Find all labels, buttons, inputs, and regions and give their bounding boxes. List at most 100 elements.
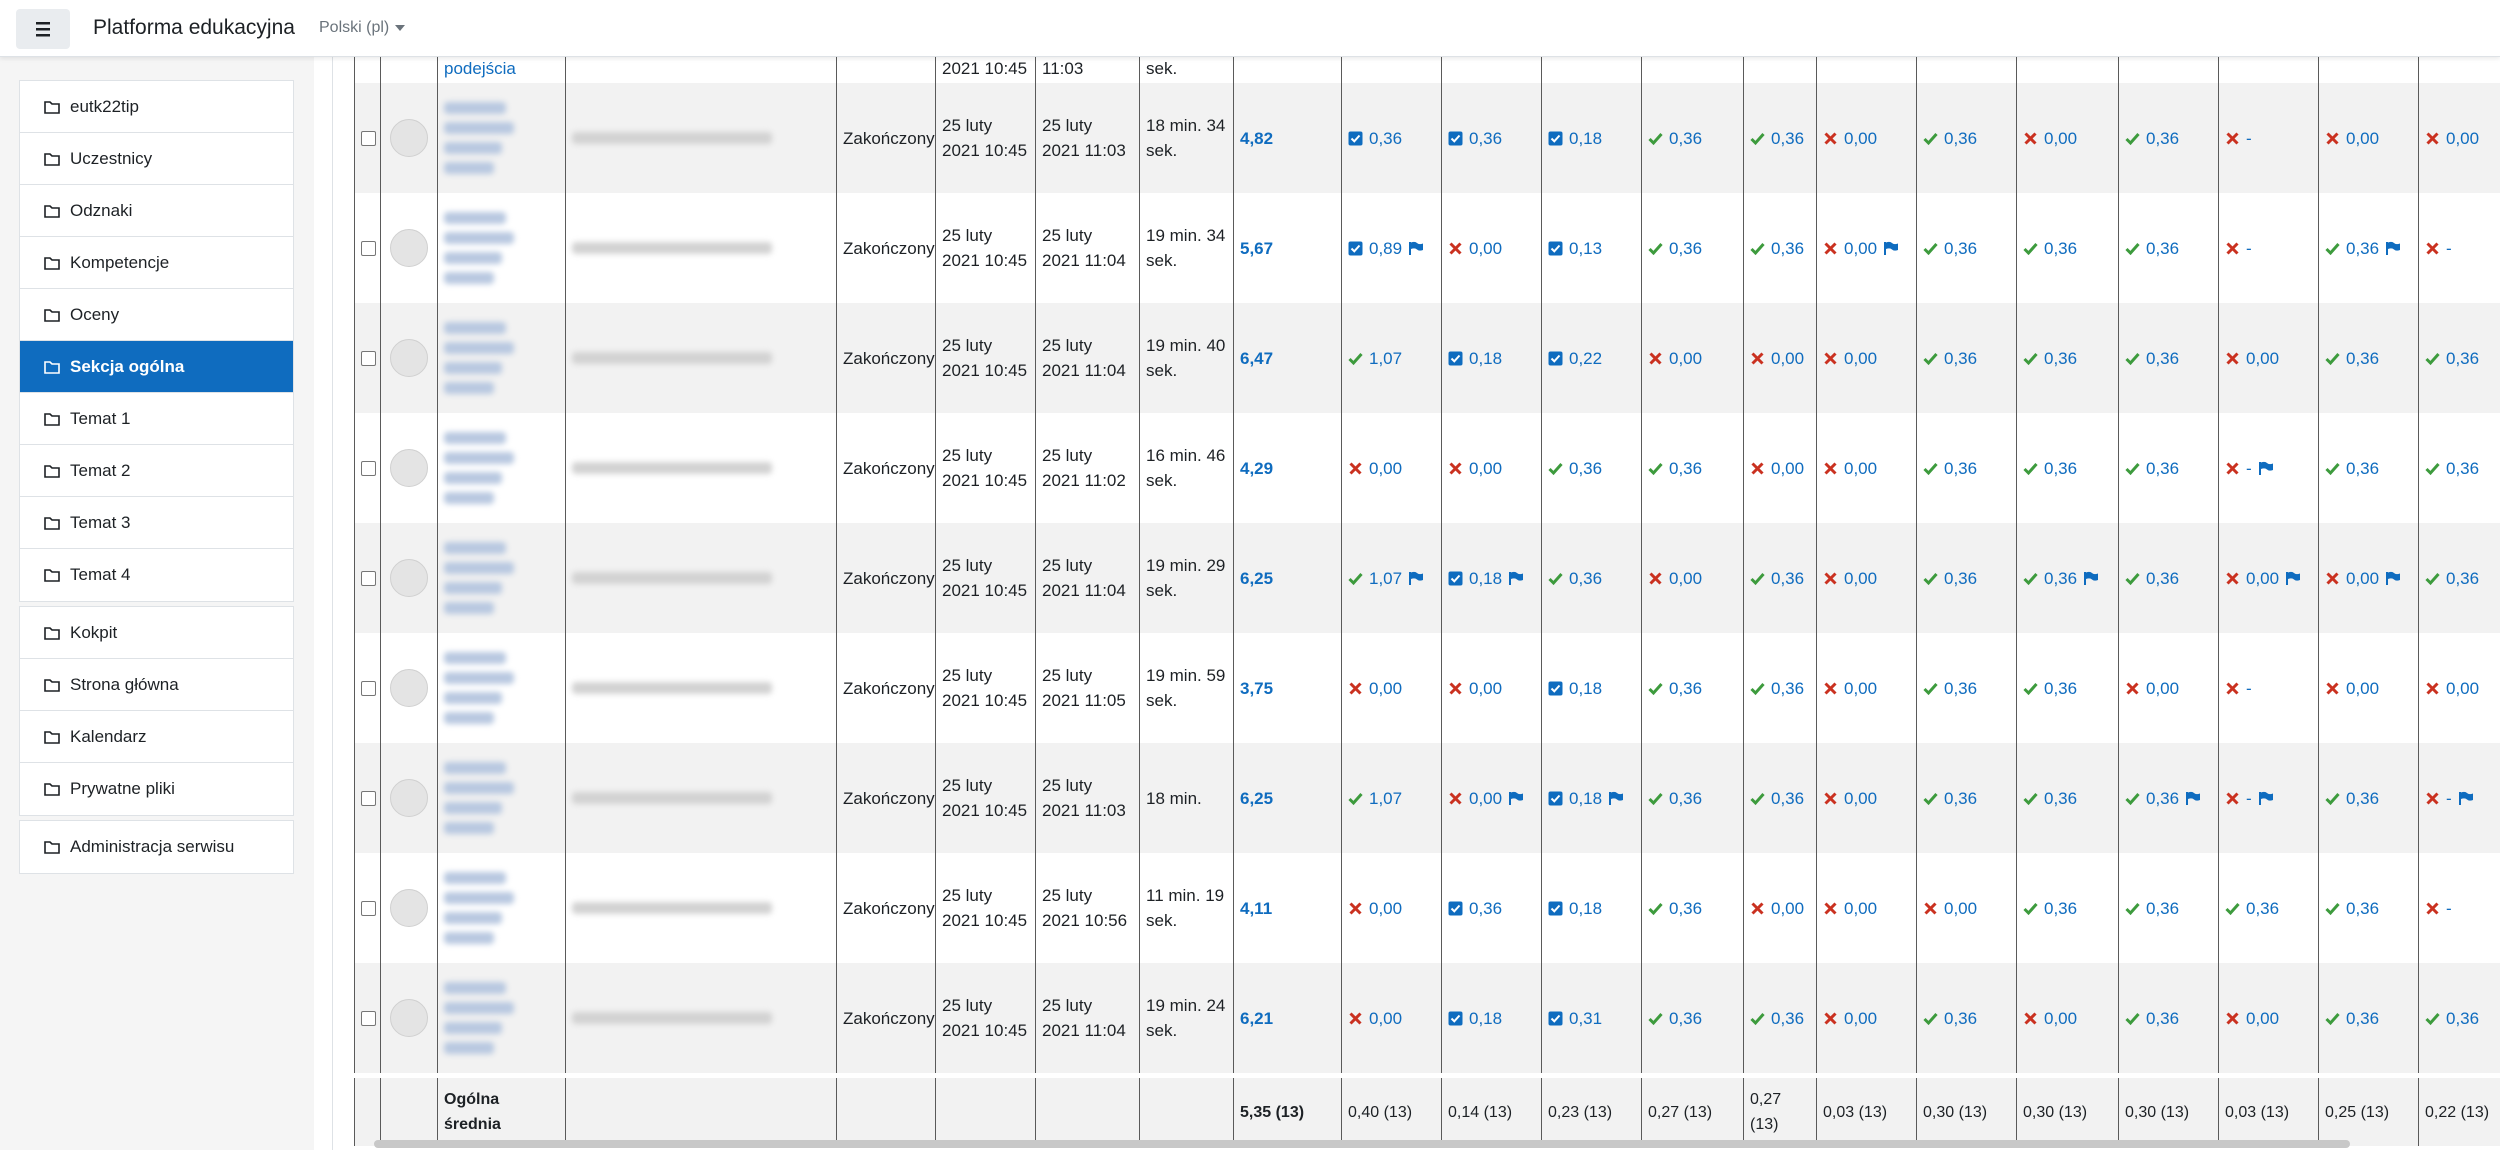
nav-item[interactable]: Temat 4 [20,549,293,601]
question-score[interactable]: 0,36 [1669,788,1703,808]
nav-item[interactable]: Temat 3 [20,497,293,549]
nav-item[interactable]: eutk22tip [20,81,293,133]
nav-item[interactable]: Kokpit [20,607,293,659]
question-score[interactable]: 0,00 [2246,1008,2280,1028]
question-score[interactable]: 0,36 [1669,1008,1703,1028]
question-score[interactable]: 0,13 [1569,238,1603,258]
question-score[interactable]: 0,36 [1771,1008,1805,1028]
scrollbar[interactable] [374,1140,2350,1148]
question-score[interactable]: 0,00 [1844,788,1878,808]
question-score[interactable]: 0,36 [2044,458,2078,478]
question-score[interactable]: 0,36 [2446,568,2480,588]
question-score[interactable]: 0,36 [1669,128,1703,148]
question-score[interactable]: 0,00 [2146,678,2180,698]
question-score[interactable]: - [2246,238,2252,258]
question-score[interactable]: 0,36 [1369,128,1403,148]
question-score[interactable]: 0,36 [2346,238,2380,258]
question-score[interactable]: 0,31 [1569,1008,1603,1028]
question-score[interactable]: 0,36 [2146,348,2180,368]
question-score[interactable]: 0,36 [1569,568,1603,588]
question-score[interactable]: 0,36 [2346,788,2380,808]
question-score[interactable]: - [2446,238,2452,258]
question-score[interactable]: 0,36 [1944,678,1978,698]
grade[interactable]: 3,75 [1240,678,1274,698]
question-score[interactable]: 0,18 [1469,348,1503,368]
question-score[interactable]: 0,36 [2146,238,2180,258]
question-score[interactable]: 0,00 [1469,458,1503,478]
question-score[interactable]: 0,18 [1469,568,1503,588]
language-menu[interactable]: Polski (pl) [319,19,406,37]
question-score[interactable]: 0,22 [1569,348,1603,368]
question-score[interactable]: 0,36 [2346,1008,2380,1028]
question-score[interactable]: 0,36 [2346,348,2380,368]
row-checkbox[interactable] [361,240,376,256]
question-score[interactable]: 0,00 [1844,678,1878,698]
question-score[interactable]: 0,00 [2044,1008,2078,1028]
question-score[interactable]: 0,36 [1944,788,1978,808]
question-score[interactable]: - [2246,128,2252,148]
question-score[interactable]: 0,00 [1844,898,1878,918]
question-score[interactable]: 0,36 [2146,568,2180,588]
question-score[interactable]: 0,00 [1369,1008,1403,1028]
question-score[interactable]: 0,00 [1469,788,1503,808]
question-score[interactable]: 0,00 [1771,348,1805,368]
question-score[interactable]: 0,36 [2146,458,2180,478]
row-checkbox[interactable] [361,130,376,146]
question-score[interactable]: 0,00 [1844,568,1878,588]
question-score[interactable]: 0,00 [1369,458,1403,478]
question-score[interactable]: - [2446,788,2452,808]
question-score[interactable]: 0,18 [1569,678,1603,698]
question-score[interactable]: 0,18 [1469,1008,1503,1028]
nav-item[interactable]: Temat 2 [20,445,293,497]
question-score[interactable]: 0,00 [1369,678,1403,698]
question-score[interactable]: 0,36 [1771,128,1805,148]
row-checkbox[interactable] [361,680,376,696]
question-score[interactable]: 0,00 [2446,678,2480,698]
question-score[interactable]: 0,36 [2146,1008,2180,1028]
nav-item[interactable]: Temat 1 [20,393,293,445]
question-score[interactable]: - [2246,458,2252,478]
question-score[interactable]: 0,36 [2346,898,2380,918]
question-score[interactable]: 0,00 [1469,678,1503,698]
question-score[interactable]: 0,00 [1844,458,1878,478]
question-score[interactable]: 0,18 [1569,898,1603,918]
question-score[interactable]: 0,36 [1469,898,1503,918]
question-score[interactable]: 1,07 [1369,788,1403,808]
question-score[interactable]: 0,36 [2446,348,2480,368]
question-score[interactable]: 0,36 [2044,678,2078,698]
question-score[interactable]: 0,36 [1569,458,1603,478]
question-score[interactable]: 0,36 [1944,458,1978,478]
question-score[interactable]: 0,00 [2044,128,2078,148]
review-link[interactable]: podejścia [444,59,516,78]
question-score[interactable]: 0,00 [2346,678,2380,698]
question-score[interactable]: - [2246,788,2252,808]
question-score[interactable]: - [2246,678,2252,698]
question-score[interactable]: 1,07 [1369,568,1403,588]
question-score[interactable]: 0,36 [2146,898,2180,918]
question-score[interactable]: 0,36 [1771,568,1805,588]
question-score[interactable]: 0,36 [1944,348,1978,368]
question-score[interactable]: 0,36 [2044,238,2078,258]
question-score[interactable]: 0,00 [2346,568,2380,588]
question-score[interactable]: 0,00 [1669,568,1703,588]
question-score[interactable]: 0,36 [1469,128,1503,148]
question-score[interactable]: 0,36 [1944,238,1978,258]
grade[interactable]: 5,67 [1240,238,1274,258]
row-checkbox[interactable] [361,790,376,806]
grade[interactable]: 6,21 [1240,1008,1274,1028]
question-score[interactable]: 0,36 [2044,898,2078,918]
question-score[interactable]: 0,36 [2044,788,2078,808]
question-score[interactable]: 0,36 [1669,898,1703,918]
question-score[interactable]: 0,18 [1569,788,1603,808]
question-score[interactable]: 0,89 [1369,238,1403,258]
row-checkbox[interactable] [361,1010,376,1026]
grade[interactable]: 6,25 [1240,788,1274,808]
question-score[interactable]: 0,18 [1569,128,1603,148]
question-score[interactable]: 0,00 [1771,898,1805,918]
row-checkbox[interactable] [361,570,376,586]
brand[interactable]: Platforma edukacyjna [93,16,295,39]
question-score[interactable]: 0,36 [2446,1008,2480,1028]
nav-item[interactable]: Administracja serwisu [20,821,293,873]
question-score[interactable]: 0,00 [1844,128,1878,148]
nav-item[interactable]: Oceny [20,289,293,341]
